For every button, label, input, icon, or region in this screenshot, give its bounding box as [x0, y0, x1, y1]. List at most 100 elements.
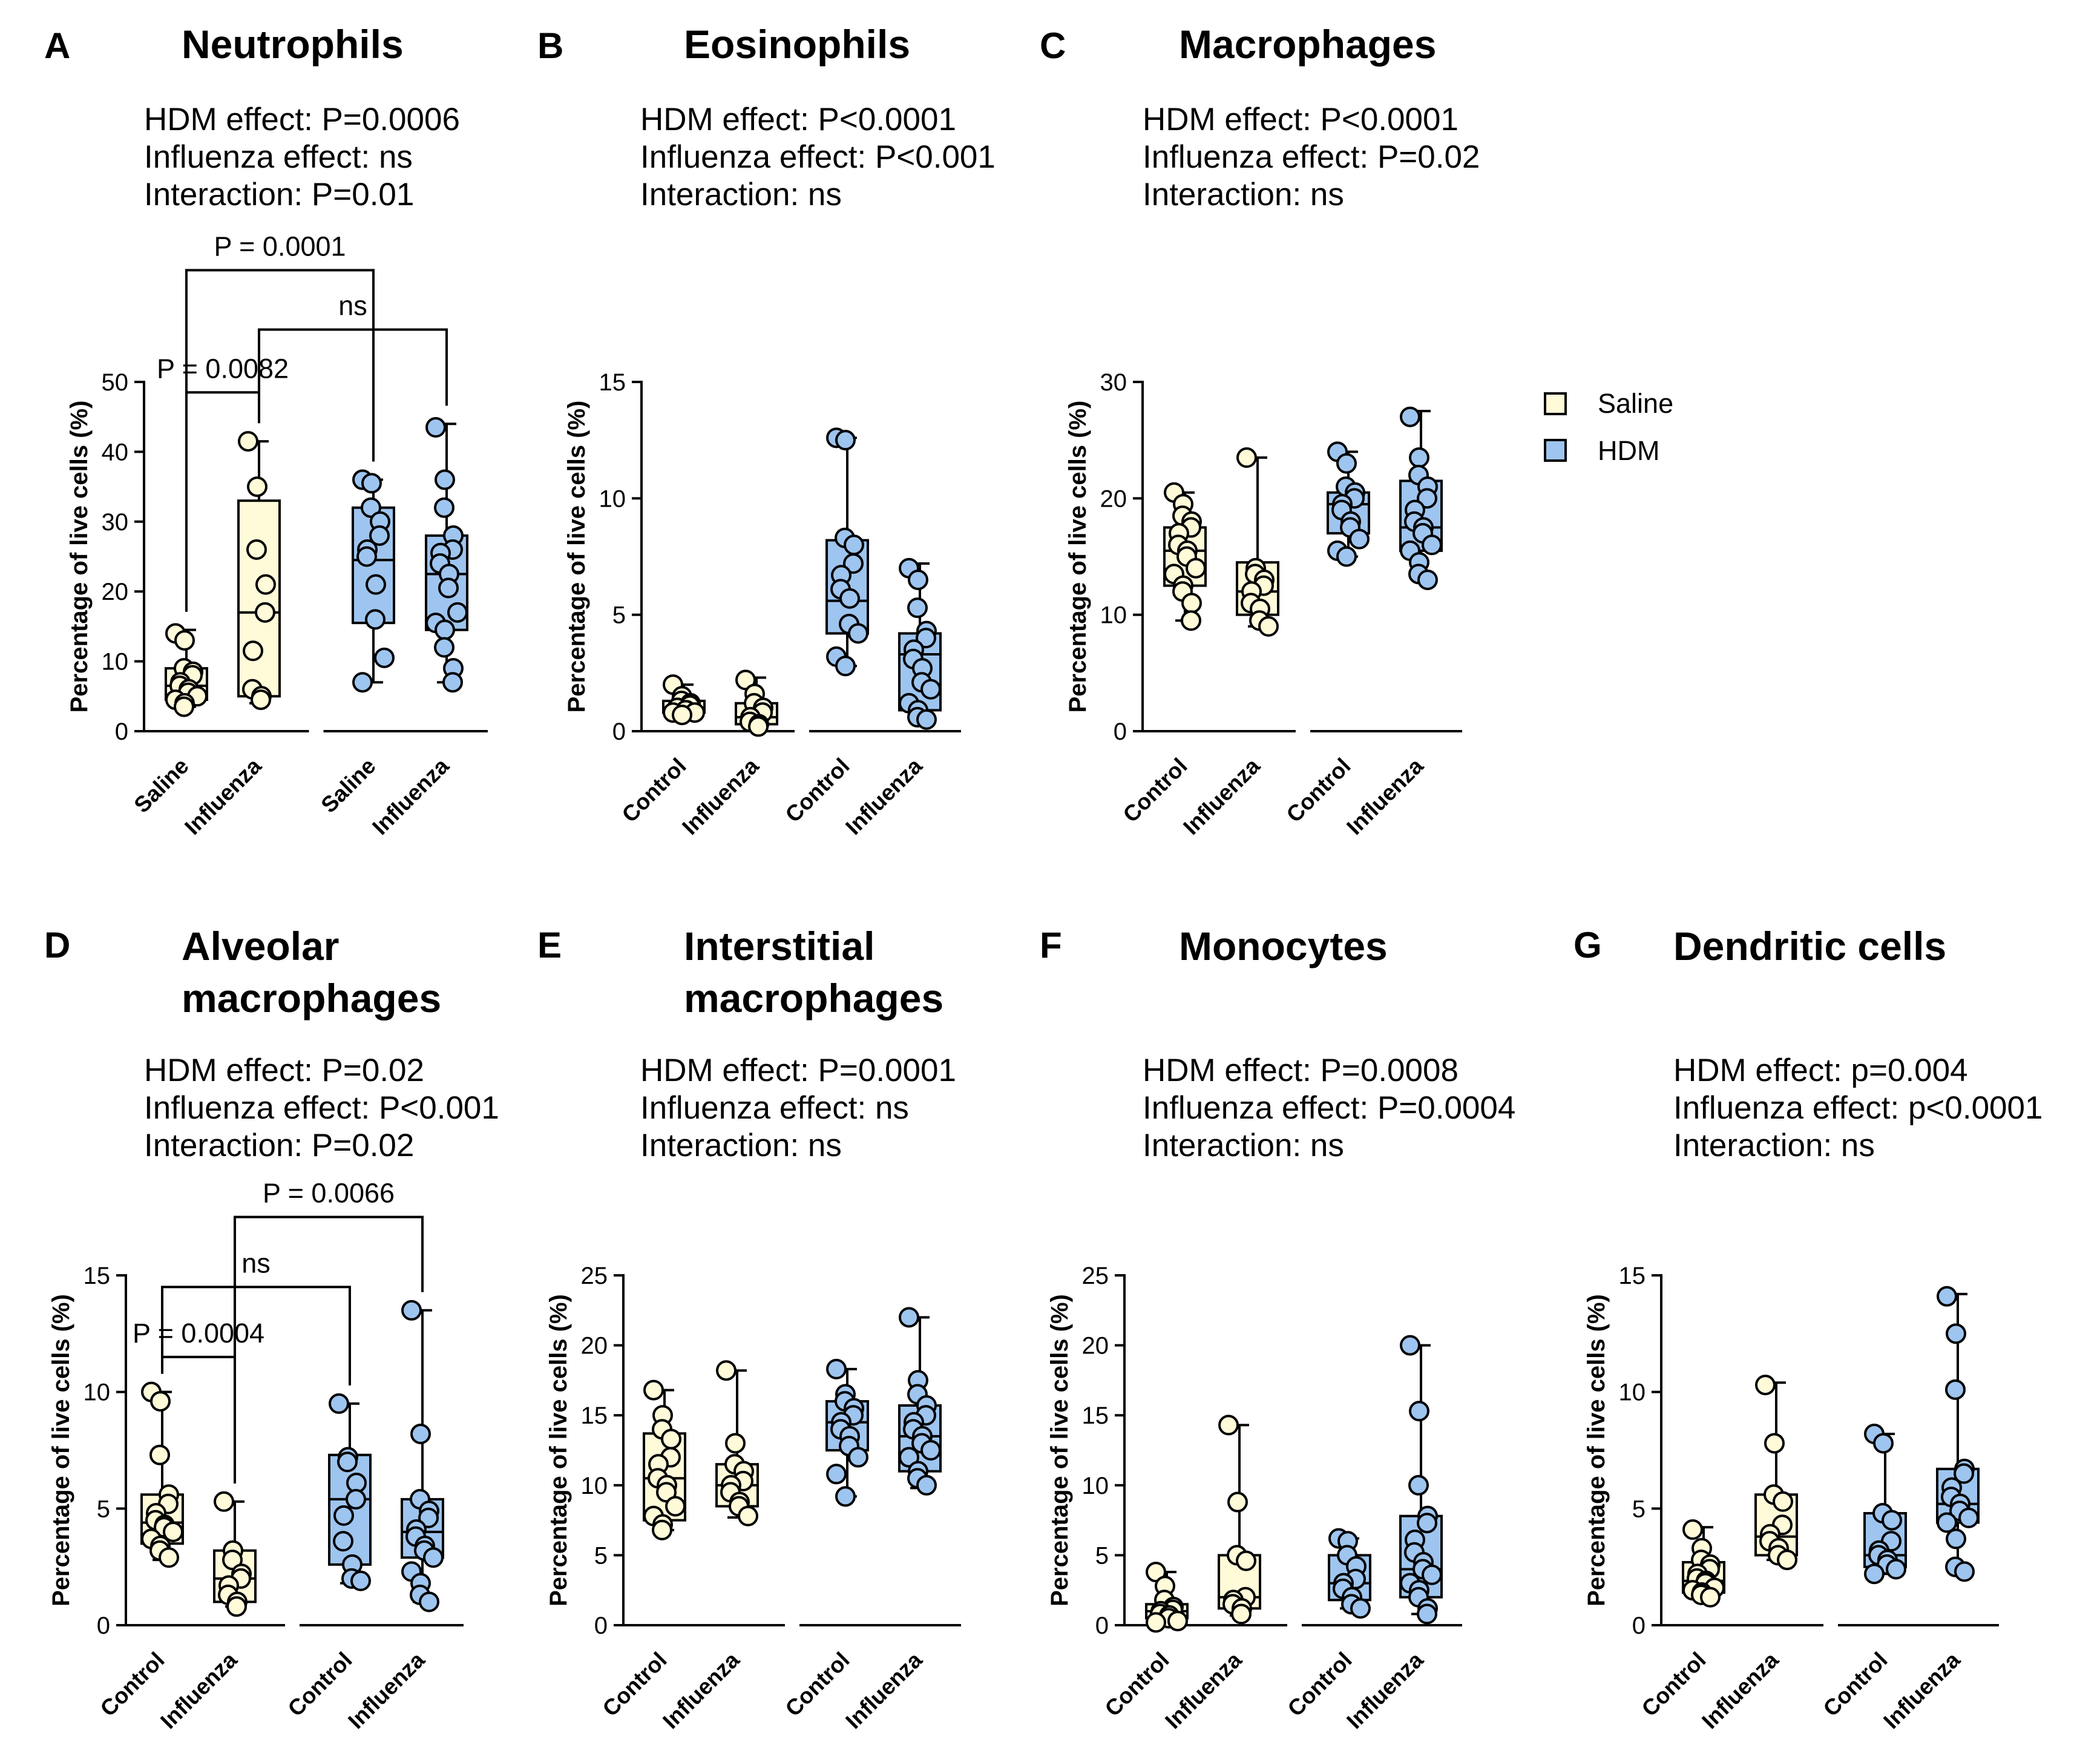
significance-label: P = 0.0066	[263, 1178, 395, 1209]
data-point	[1417, 1513, 1437, 1534]
data-point	[844, 534, 864, 556]
box-group	[1218, 1415, 1261, 1625]
data-point	[1700, 1586, 1721, 1608]
x-tick-label: Influenza	[367, 753, 454, 840]
data-point	[337, 1451, 358, 1473]
stats-line: HDM effect: P=0.0006	[144, 102, 460, 137]
data-point	[1231, 1603, 1252, 1625]
y-axis-label: Percentage of live cells (%)	[1046, 1294, 1073, 1606]
data-point	[1873, 1433, 1894, 1454]
data-point	[1400, 406, 1420, 427]
y-axis-label: Percentage of live cells (%)	[563, 401, 590, 713]
data-point	[1146, 1612, 1166, 1633]
panel-title: Dendritic cells	[1673, 924, 1946, 968]
data-point	[835, 656, 856, 677]
y-tick-label: 5	[1095, 1542, 1109, 1569]
stats-line: Interaction: P=0.01	[144, 177, 414, 212]
panel-title: Macrophages	[1179, 22, 1436, 67]
box-group	[1936, 1286, 1980, 1582]
data-point	[214, 1491, 234, 1512]
data-point	[1336, 546, 1357, 567]
data-point	[246, 539, 267, 560]
y-tick-label: 0	[1114, 718, 1127, 745]
data-point	[361, 473, 382, 494]
data-point	[1882, 1510, 1902, 1531]
data-point	[643, 1379, 664, 1401]
data-point	[916, 1474, 937, 1496]
data-point	[435, 469, 455, 490]
box-group	[898, 557, 942, 730]
data-point	[350, 1570, 371, 1591]
x-tick-label: Control	[1819, 1648, 1892, 1721]
y-tick-label: 5	[612, 602, 626, 629]
data-point	[361, 497, 381, 518]
data-point	[1946, 1528, 1966, 1550]
data-point	[369, 525, 390, 546]
data-point	[435, 619, 455, 640]
significance-label: ns	[338, 290, 367, 321]
x-tick-label: Influenza	[1178, 753, 1265, 840]
data-point	[418, 1507, 439, 1528]
y-tick-label: 0	[612, 718, 626, 745]
data-point	[222, 1550, 243, 1571]
data-point	[1864, 1563, 1885, 1585]
data-point	[333, 1505, 354, 1526]
stats-line: HDM effect: P=0.0008	[1143, 1053, 1459, 1088]
box-group	[1327, 441, 1370, 567]
stats-line: Interaction: P=0.02	[144, 1128, 414, 1163]
x-tick-label: Influenza	[658, 1647, 744, 1734]
data-point	[1408, 1474, 1429, 1496]
panel-letter: D	[44, 925, 70, 965]
box-group	[898, 1307, 942, 1496]
y-tick-label: 0	[115, 718, 128, 745]
y-tick-label: 5	[97, 1496, 110, 1522]
data-point	[1954, 1561, 1975, 1582]
data-point	[1236, 447, 1257, 468]
x-tick-label: Influenza	[841, 753, 927, 840]
legend-swatch-saline	[1544, 392, 1567, 415]
data-point	[1755, 1375, 1776, 1396]
y-axis-label: Percentage of live cells (%)	[48, 1294, 74, 1606]
x-tick-label: Control	[781, 754, 855, 827]
data-point	[672, 705, 692, 726]
data-point	[1146, 1562, 1166, 1583]
x-tick-label: Influenza	[180, 753, 266, 840]
box-group	[1163, 482, 1207, 631]
y-tick-label: 0	[97, 1612, 110, 1639]
box-group	[825, 1358, 869, 1507]
x-tick-label: Control	[1637, 1648, 1711, 1721]
data-point	[665, 1496, 686, 1517]
x-tick-label: Control	[617, 754, 691, 827]
y-tick-label: 10	[1619, 1379, 1646, 1406]
y-axis-label: Percentage of live cells (%)	[66, 401, 93, 713]
x-tick-label: Control	[598, 1648, 672, 1721]
x-tick-label: Influenza	[343, 1647, 430, 1734]
data-point	[251, 689, 271, 711]
stats-line: Influenza effect: P=0.0004	[1143, 1090, 1515, 1126]
stats-line: HDM effect: p=0.004	[1673, 1053, 1968, 1088]
stats-line: Interaction: ns	[640, 1128, 842, 1163]
data-point	[247, 476, 267, 498]
data-point	[1954, 1463, 1974, 1484]
y-tick-label: 15	[581, 1402, 608, 1429]
x-tick-label: Influenza	[1342, 753, 1428, 840]
y-tick-label: 15	[599, 369, 626, 396]
box-group	[1328, 1528, 1371, 1619]
significance-bracket	[161, 1355, 236, 1484]
box-group	[1399, 1335, 1443, 1625]
legend-label-hdm: HDM	[1598, 435, 1659, 466]
y-axis-label: Percentage of live cells (%)	[1065, 401, 1091, 713]
data-point	[442, 672, 463, 693]
data-point	[163, 1521, 183, 1542]
data-point	[425, 417, 446, 438]
y-tick-label: 30	[1100, 369, 1127, 396]
panel-title: Alveolar	[182, 924, 339, 968]
data-point	[1336, 453, 1357, 474]
data-point	[716, 1360, 737, 1381]
panel-letter: G	[1573, 925, 1602, 965]
y-tick-label: 50	[102, 369, 129, 396]
stats-line: Influenza effect: P<0.001	[640, 139, 996, 175]
